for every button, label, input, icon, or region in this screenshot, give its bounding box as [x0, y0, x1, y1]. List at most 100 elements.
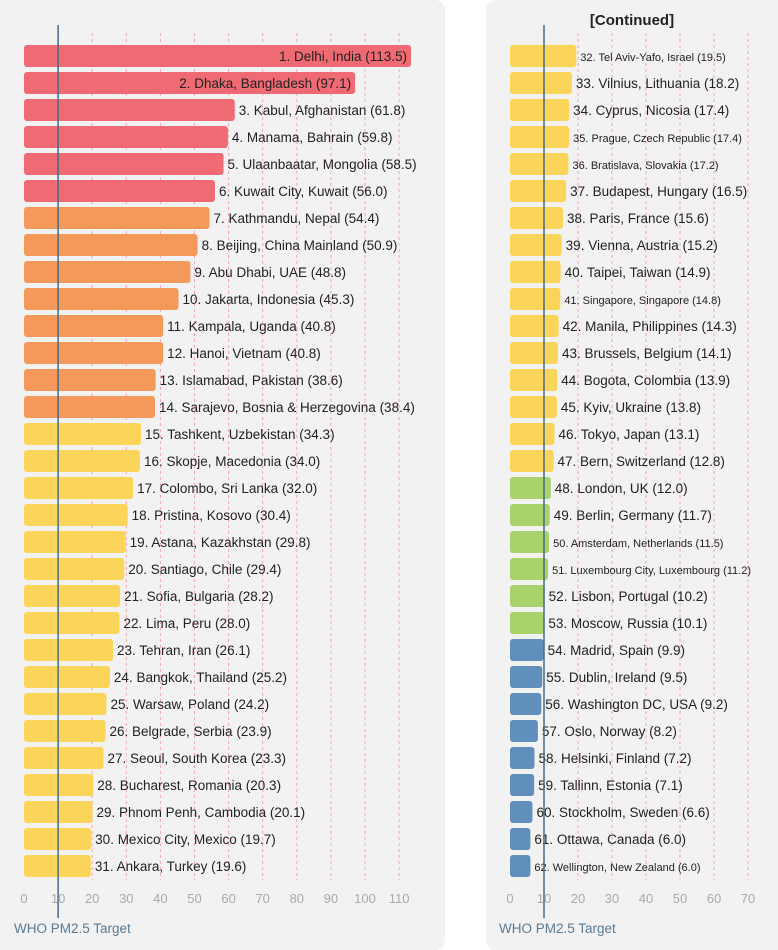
x-tick-label: 0 [20, 891, 27, 906]
bar [510, 612, 545, 634]
bar [24, 261, 191, 283]
bar-label: 36. Bratislava, Slovakia (17.2) [572, 160, 718, 172]
bar-label: 52. Lisbon, Portugal (10.2) [549, 589, 708, 604]
bar-label: 37. Budapest, Hungary (16.5) [570, 184, 747, 199]
bar [24, 666, 110, 688]
bar [510, 126, 570, 148]
bar-label: 7. Kathmandu, Nepal (54.4) [214, 211, 380, 226]
bar-label: 56. Washington DC, USA (9.2) [545, 697, 728, 712]
bar [24, 288, 179, 310]
bar [24, 504, 128, 526]
bar [24, 639, 114, 661]
bar-label: 32. Tel Aviv-Yafo, Israel (19.5) [580, 52, 726, 64]
bar-label: 9. Abu Dhabi, UAE (48.8) [194, 265, 346, 280]
bar-label: 49. Berlin, Germany (11.7) [554, 508, 712, 523]
bar-label: 18. Pristina, Kosovo (30.4) [132, 508, 291, 523]
bar-label: 58. Helsinki, Finland (7.2) [538, 751, 691, 766]
x-tick-label: 30 [605, 891, 619, 906]
bar [24, 693, 107, 715]
bar-label: 25. Warsaw, Poland (24.2) [111, 697, 270, 712]
x-tick-label: 60 [221, 891, 235, 906]
bar-label: 17. Colombo, Sri Lanka (32.0) [137, 481, 317, 496]
bar-label: 51. Luxembourg City, Luxembourg (11.2) [552, 565, 751, 577]
x-tick-label: 40 [153, 891, 167, 906]
bar-label: 2. Dhaka, Bangladesh (97.1) [179, 76, 351, 91]
bar-label: 12. Hanoi, Vietnam (40.8) [167, 346, 321, 361]
bar [24, 477, 134, 499]
who-target-label-right: WHO PM2.5 Target [499, 921, 616, 936]
bar [510, 261, 561, 283]
bar [24, 153, 224, 175]
bar-label: 16. Skopje, Macedonia (34.0) [144, 454, 320, 469]
x-tick-label: 10 [537, 891, 551, 906]
bar-label: 34. Cyprus, Nicosia (17.4) [573, 103, 729, 118]
bar [510, 288, 561, 310]
x-tick-label: 70 [741, 891, 755, 906]
bar [510, 396, 557, 418]
bar-label: 61. Ottawa, Canada (6.0) [534, 832, 686, 847]
bar-label: 26. Belgrade, Serbia (23.9) [109, 724, 271, 739]
x-tick-label: 110 [389, 891, 410, 906]
bar [510, 531, 550, 553]
x-tick-label: 60 [707, 891, 721, 906]
bar-label: 30. Mexico City, Mexico (19.7) [95, 832, 276, 847]
bar-label: 62. Wellington, New Zealand (6.0) [534, 862, 700, 874]
x-tick-label: 50 [187, 891, 201, 906]
bar-label: 57. Oslo, Norway (8.2) [542, 724, 677, 739]
bar-label: 6. Kuwait City, Kuwait (56.0) [219, 184, 388, 199]
bar-label: 27. Seoul, South Korea (23.3) [107, 751, 286, 766]
bar [510, 639, 544, 661]
bar-label: 20. Santiago, Chile (29.4) [128, 562, 281, 577]
bar-label: 5. Ulaanbaatar, Mongolia (58.5) [227, 157, 416, 172]
bar [24, 450, 140, 472]
bar [510, 207, 564, 229]
bar-label: 10. Jakarta, Indonesia (45.3) [182, 292, 354, 307]
bar [510, 315, 559, 337]
bar-label: 3. Kabul, Afghanistan (61.8) [239, 103, 406, 118]
bar-label: 40. Taipei, Taiwan (14.9) [565, 265, 711, 280]
bar-label: 11. Kampala, Uganda (40.8) [167, 319, 336, 334]
bar-label: 8. Beijing, China Mainland (50.9) [202, 238, 398, 253]
bar [24, 72, 356, 94]
bar-label: 54. Madrid, Spain (9.9) [548, 643, 685, 658]
bar [510, 234, 562, 256]
bar [24, 315, 164, 337]
bar-label: 53. Moscow, Russia (10.1) [548, 616, 707, 631]
bar [510, 423, 555, 445]
bar [510, 450, 554, 472]
bar [24, 558, 125, 580]
x-tick-label: 30 [119, 891, 133, 906]
x-tick-label: 100 [354, 891, 376, 906]
bar-label: 59. Tallinn, Estonia (7.1) [538, 778, 683, 793]
bar [510, 504, 550, 526]
bar [24, 180, 215, 202]
bar-label: 39. Vienna, Austria (15.2) [566, 238, 718, 253]
bar [510, 801, 533, 823]
x-tick-label: 70 [255, 891, 269, 906]
bar-label: 42. Manila, Philippines (14.3) [563, 319, 737, 334]
bar-label: 50. Amsterdam, Netherlands (11.5) [553, 538, 723, 550]
bar-label: 45. Kyiv, Ukraine (13.8) [561, 400, 701, 415]
bar [510, 99, 570, 121]
bar [510, 693, 542, 715]
bar [510, 585, 545, 607]
bar [510, 369, 558, 391]
bar [24, 126, 228, 148]
bar-label: 24. Bangkok, Thailand (25.2) [114, 670, 287, 685]
x-tick-label: 20 [85, 891, 99, 906]
bar [24, 747, 104, 769]
bar [510, 477, 551, 499]
bar [24, 612, 120, 634]
bar-label: 35. Prague, Czech Republic (17.4) [573, 133, 742, 145]
bar [24, 207, 210, 229]
x-tick-label: 10 [51, 891, 65, 906]
bar-label: 15. Tashkent, Uzbekistan (34.3) [145, 427, 335, 442]
x-tick-label: 0 [506, 891, 513, 906]
bar [510, 855, 531, 877]
bar [510, 72, 572, 94]
bar-label: 21. Sofia, Bulgaria (28.2) [124, 589, 273, 604]
bar [510, 666, 543, 688]
bar-label: 14. Sarajevo, Bosnia & Herzegovina (38.4… [159, 400, 415, 415]
who-target-label-left: WHO PM2.5 Target [14, 921, 131, 936]
bar [510, 45, 577, 67]
